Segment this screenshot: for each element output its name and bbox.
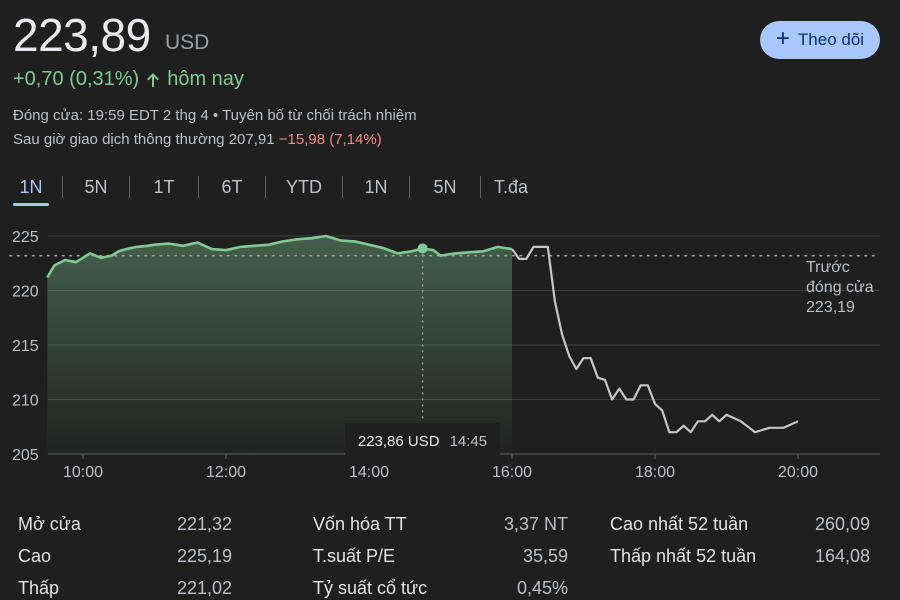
- hover-point: [417, 243, 428, 254]
- stat-value: 225,19: [176, 546, 232, 566]
- tab-range-8[interactable]: T.đa: [493, 176, 529, 197]
- change-value: +0,70 (0,31%): [13, 68, 140, 90]
- y-tick-label: 210: [12, 393, 39, 410]
- price-change: +0,70 (0,31%) hôm nay: [13, 68, 244, 91]
- price-value: 223,89: [13, 9, 151, 61]
- follow-button[interactable]: + Theo dõi: [760, 21, 880, 59]
- tab-separator: [342, 176, 343, 198]
- tab-separator: [129, 176, 130, 198]
- range-tabs: 1N 5N 1T 6T YTD 1N 5N T.đa: [13, 170, 541, 206]
- x-tick-label: 14:00: [349, 464, 389, 481]
- after-hours-info: Sau giờ giao dịch thông thường 207,91 −1…: [13, 131, 382, 148]
- tooltip-time: 14:45: [449, 432, 488, 450]
- x-tick-label: 20:00: [778, 464, 818, 481]
- stat-label: Thấp: [18, 578, 60, 598]
- tab-range-5[interactable]: YTD: [286, 176, 322, 197]
- tab-separator: [198, 176, 199, 198]
- stat-value: 35,59: [522, 546, 568, 566]
- close-info: Đóng cửa: 19:59 EDT 2 thg 4 • Tuyên bố t…: [13, 107, 417, 124]
- stat-value: 221,02: [176, 578, 232, 598]
- x-tick-label: 10:00: [63, 464, 103, 481]
- change-period: hôm nay: [167, 68, 244, 90]
- tab-range-7[interactable]: 5N: [433, 176, 457, 197]
- stat-value: 164,08: [814, 546, 870, 566]
- stat-label: Cao: [18, 546, 52, 566]
- y-tick-label: 205: [12, 447, 39, 464]
- after-hours-change: −15,98 (7,14%): [278, 131, 382, 148]
- stat-value: 260,09: [814, 514, 870, 534]
- stat-label: Tỷ suất cổ tức: [313, 578, 428, 598]
- tooltip-price: 223,86 USD: [357, 432, 440, 450]
- tab-separator: [265, 176, 266, 198]
- stat-value: 221,32: [176, 514, 232, 534]
- y-tick-label: 225: [12, 229, 39, 246]
- tab-range-4[interactable]: 6T: [221, 176, 243, 197]
- follow-button-label: Theo dõi: [797, 30, 865, 49]
- tab-range-1[interactable]: 1N: [13, 170, 49, 206]
- extended-session-line: [511, 245, 799, 434]
- stat-label: Cao nhất 52 tuần: [610, 514, 749, 534]
- y-tick-label: 220: [12, 284, 39, 301]
- plus-icon: +: [775, 25, 790, 52]
- regular-session-area: [47, 236, 513, 454]
- tab-separator: [480, 176, 481, 198]
- arrow-up-icon: [147, 72, 160, 87]
- tab-range-6[interactable]: 1N: [364, 176, 388, 197]
- stat-label: Mở cửa: [18, 514, 81, 534]
- previous-close-label: đóng cửa: [806, 279, 874, 296]
- x-tick-label: 16:00: [492, 464, 532, 481]
- stat-label: Thấp nhất 52 tuần: [610, 546, 757, 566]
- price-chart[interactable]: 225 220 215 210 205 10:00 12:00 14:00 16:00 18:00…: [0, 222, 900, 492]
- currency-label: USD: [165, 31, 210, 54]
- tab-separator: [62, 176, 63, 198]
- previous-close-label: Trước: [806, 259, 850, 276]
- stat-label: Vốn hóa TT: [313, 514, 407, 534]
- stat-value: 3,37 NT: [503, 514, 568, 534]
- tab-separator: [409, 176, 410, 198]
- tab-range-2[interactable]: 5N: [84, 176, 108, 197]
- regular-session-line: [46, 234, 513, 279]
- x-tick-label: 12:00: [206, 464, 246, 481]
- stat-value: 0,45%: [516, 578, 568, 598]
- after-hours-label: Sau giờ giao dịch thông thường 207,91: [13, 131, 275, 148]
- x-tick-label: 18:00: [635, 464, 675, 481]
- tab-range-3[interactable]: 1T: [153, 176, 175, 197]
- y-tick-label: 215: [12, 338, 39, 355]
- chart-tooltip: 223,86 USD 14:45: [345, 423, 500, 459]
- stat-label: T.suất P/E: [313, 546, 396, 566]
- previous-close-label: 223,19: [806, 299, 855, 316]
